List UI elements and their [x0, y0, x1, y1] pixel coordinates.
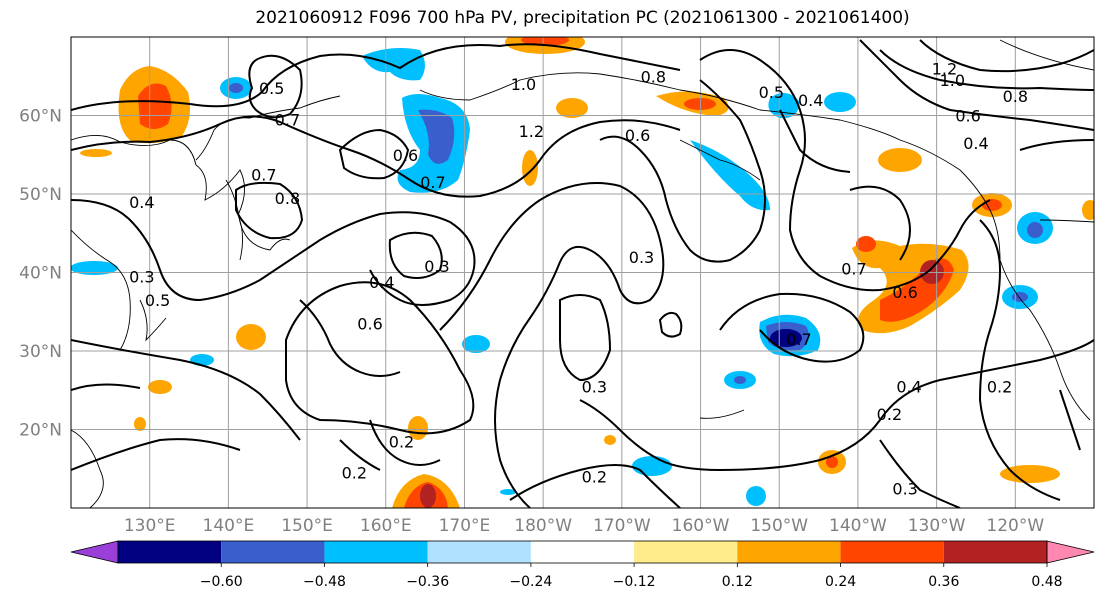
colorbar-frame	[117, 540, 1048, 564]
map-title: 2021060912 F096 700 hPa PV, precipitatio…	[255, 8, 910, 28]
contour-label: 0.4	[963, 134, 988, 153]
contour-label: 0.4	[896, 377, 921, 396]
longitude-label: 180°W	[514, 516, 572, 536]
contour-label: 0.8	[641, 67, 666, 86]
contour-label: 0.4	[798, 91, 823, 110]
contour-label: 0.3	[424, 257, 449, 276]
colorbar-tick-label: −0.24	[509, 574, 552, 590]
precipitation-shading	[71, 37, 1094, 508]
colorbar-tick-label: −0.48	[303, 574, 346, 590]
colorbar-segment	[840, 541, 944, 563]
contour-label: 0.5	[145, 291, 170, 310]
colorbar-segment	[943, 541, 1047, 563]
colorbar-extend-max	[1046, 540, 1095, 564]
plot-frame	[70, 36, 1095, 509]
contour-label: 0.3	[892, 479, 917, 498]
longitude-label: 150°E	[281, 516, 333, 536]
longitude-label: 150°W	[750, 516, 808, 536]
longitude-label: 120°W	[986, 516, 1044, 536]
contour-label: 1.2	[519, 122, 544, 141]
contour-label: 1.2	[932, 59, 957, 78]
contour-label: 0.6	[955, 107, 980, 126]
contour-label: 0.5	[259, 79, 284, 98]
colorbar-extend-min	[70, 540, 119, 564]
longitude-label: 140°W	[829, 516, 887, 536]
contour-label: 0.8	[1003, 87, 1028, 106]
contour-label: 1.0	[511, 75, 536, 94]
longitude-labels: 130°E 140°E 150°E 160°E 170°E 180°W 170°W 160°W…	[124, 516, 1045, 536]
longitude-label: 160°W	[672, 516, 730, 536]
contour-label: 0.3	[129, 267, 154, 286]
contour-label: 0.4	[129, 193, 154, 212]
colorbar-segment	[737, 541, 841, 563]
longitude-label: 130°W	[908, 516, 966, 536]
contour-label: 0.7	[420, 173, 445, 192]
longitude-label: 160°E	[360, 516, 412, 536]
contour-label: 0.2	[582, 468, 607, 487]
colorbar-tick-label: −0.36	[406, 574, 449, 590]
contour-labels: 0.50.71.01.20.60.70.70.80.40.30.50.30.40…	[129, 59, 1028, 498]
longitude-label: 170°W	[593, 516, 651, 536]
colorbar-segment	[118, 541, 222, 563]
colorbar-tick-label: 0.48	[1031, 574, 1062, 590]
colorbar-segment	[221, 541, 325, 563]
contour-label: 0.6	[892, 283, 917, 302]
contour-label: 0.2	[389, 432, 414, 451]
graticule	[71, 37, 1094, 508]
latitude-labels: 60°N 50°N 40°N 30°N 20°N	[19, 107, 62, 441]
contour-label: 0.2	[987, 377, 1012, 396]
colorbar-segment	[427, 541, 531, 563]
contour-label: 0.6	[625, 126, 650, 145]
latitude-label: 40°N	[19, 264, 62, 284]
colorbar-segment	[530, 541, 635, 563]
latitude-label: 50°N	[19, 185, 62, 205]
contour-label: 1.0	[940, 71, 965, 90]
coastlines	[71, 39, 1094, 508]
pv-contours	[71, 39, 1094, 508]
latitude-label: 20°N	[19, 421, 62, 441]
contour-label: 0.7	[251, 165, 276, 184]
contour-label: 0.8	[275, 189, 300, 208]
contour-label: 0.4	[369, 273, 394, 292]
contour-label: 0.2	[877, 405, 902, 424]
colorbar-tick-label: −0.12	[613, 574, 656, 590]
colorbar-segment	[324, 541, 428, 563]
longitude-label: 130°E	[124, 516, 176, 536]
contour-label: 0.7	[841, 260, 866, 279]
latitude-label: 30°N	[19, 342, 62, 362]
contour-label: 0.3	[629, 248, 654, 267]
longitude-label: 170°E	[439, 516, 491, 536]
colorbar-tick-label: −0.60	[200, 574, 243, 590]
colorbar-tick-label: 0.36	[928, 574, 959, 590]
contour-label: 0.5	[759, 83, 784, 102]
contour-label: 0.6	[357, 315, 382, 334]
contour-label: 0.6	[393, 146, 418, 165]
contour-label: 0.2	[342, 464, 367, 483]
colorbar-segment	[634, 541, 738, 563]
colorbar: −0.60 −0.48 −0.36 −0.24 −0.12 0.12 0.24 0.36 0.4…	[70, 540, 1095, 590]
latitude-label: 60°N	[19, 107, 62, 127]
longitude-label: 140°E	[203, 516, 255, 536]
colorbar-tick-label: 0.24	[825, 574, 856, 590]
contour-label: 0.7	[786, 330, 811, 349]
contour-label: 0.7	[275, 110, 300, 129]
contour-label: 0.3	[582, 377, 607, 396]
colorbar-tick-label: 0.12	[722, 574, 753, 590]
